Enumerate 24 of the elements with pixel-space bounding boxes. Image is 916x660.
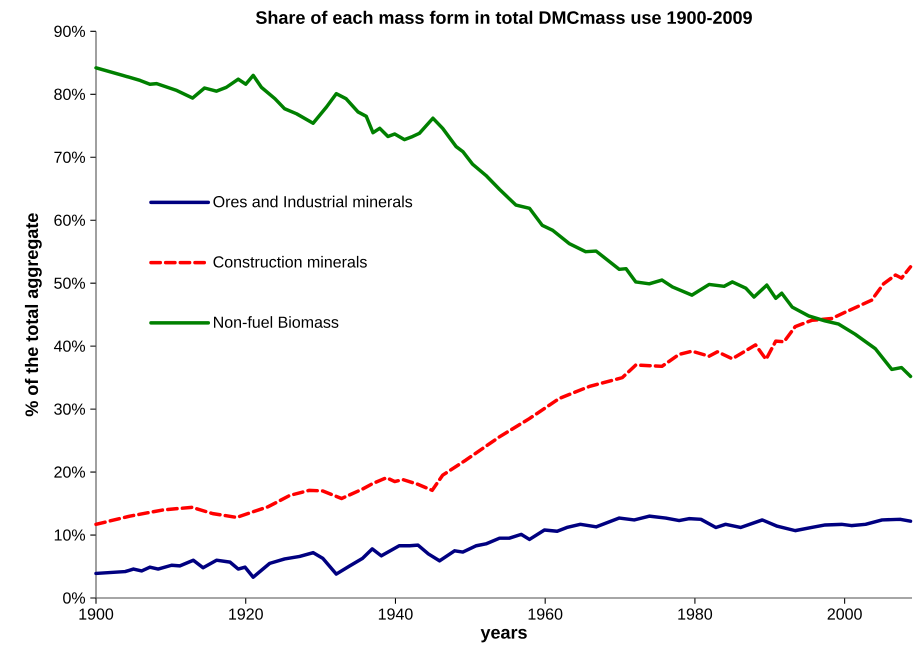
y-tick-label: 50% <box>54 278 86 289</box>
x-tick-label: 1900 <box>79 608 114 620</box>
y-axis-title: % of the total aggregate <box>24 213 42 416</box>
y-tick-label: 0% <box>63 592 86 604</box>
chart-title: Share of each mass form in total DMCmass use 1900-2009 <box>256 10 752 24</box>
x-tick-label: 1960 <box>528 608 562 620</box>
y-tick-label: 80% <box>54 88 86 100</box>
y-tick-label: 10% <box>54 529 86 541</box>
legend-label: Construction minerals <box>214 256 367 268</box>
y-tick-label: 70% <box>54 152 86 163</box>
y-tick-label: 40% <box>54 340 86 352</box>
y-tick-label: 90% <box>54 26 86 37</box>
y-tick-label: 20% <box>54 466 86 478</box>
y-tick-label: 60% <box>54 214 86 226</box>
y-tick-label: 30% <box>54 403 86 415</box>
x-axis-title: years <box>480 628 527 642</box>
x-tick-label: 1940 <box>378 608 413 620</box>
legend-label: Non-fuel Biomass <box>214 316 338 328</box>
legend-label: Ores and Industrial minerals <box>213 196 412 208</box>
x-tick-label: 1920 <box>229 608 263 620</box>
x-tick-label: 2000 <box>828 608 862 620</box>
x-tick-label: 1980 <box>678 608 712 620</box>
line-series <box>94 514 912 579</box>
line-series <box>94 66 912 378</box>
